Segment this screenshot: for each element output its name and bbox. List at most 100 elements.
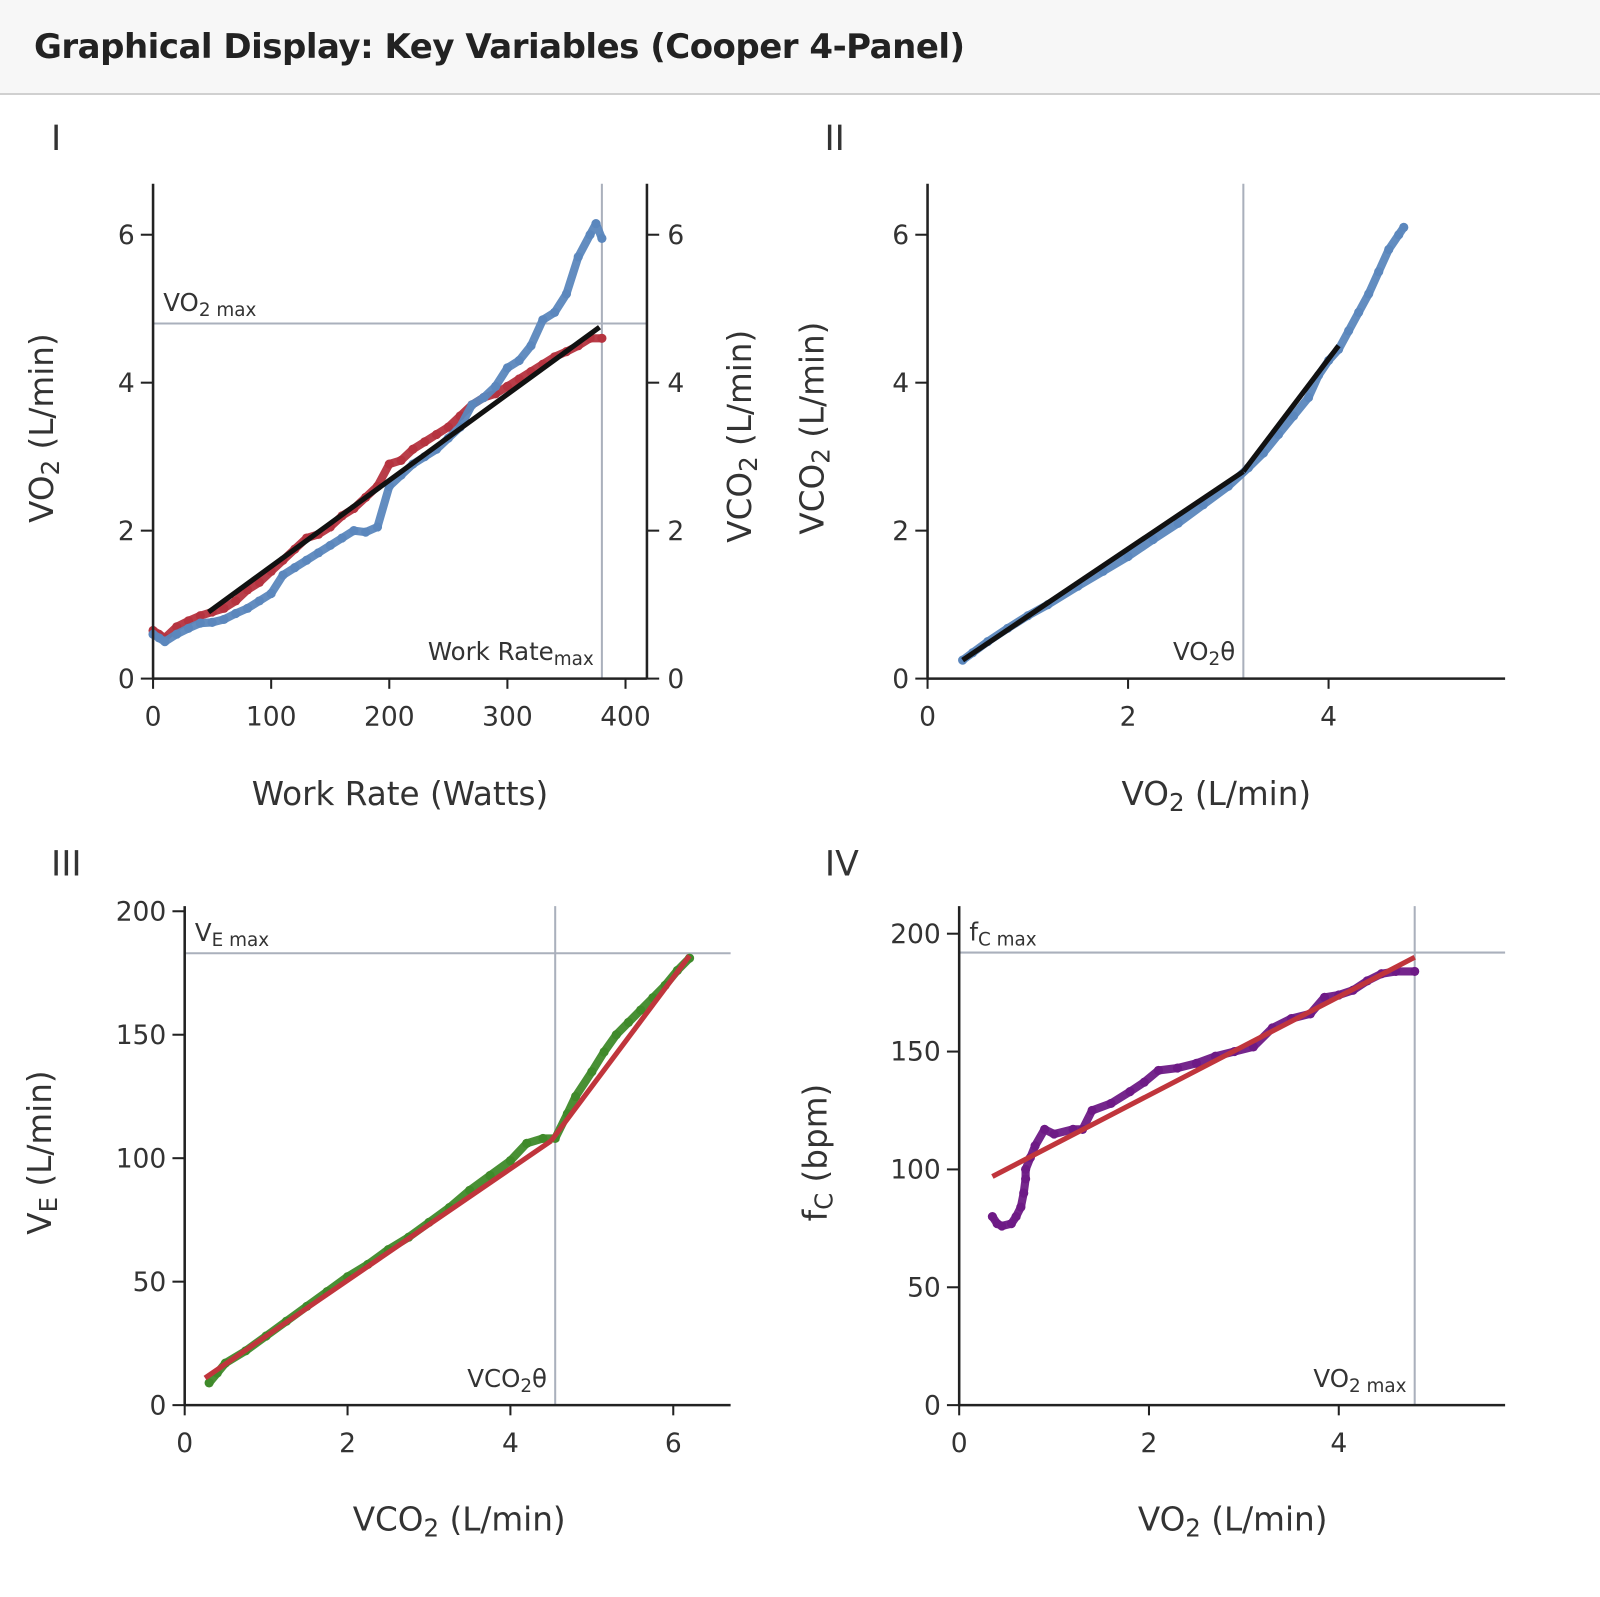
- reference-label: VE max: [195, 918, 269, 951]
- data-point: [204, 1378, 214, 1388]
- data-point: [408, 444, 418, 454]
- data-point: [1148, 534, 1158, 545]
- y-tick-label: 0: [149, 1390, 166, 1421]
- y-tick-label: 4: [118, 368, 135, 399]
- data-point: [505, 1156, 515, 1166]
- reference-label: VCO2θ: [467, 1364, 547, 1397]
- data-point: [231, 608, 241, 619]
- data-point: [1399, 222, 1409, 232]
- data-point: [485, 1170, 495, 1181]
- y-tick-label: 100: [116, 1143, 167, 1174]
- panel-label: IV: [825, 844, 859, 884]
- panel-label: III: [51, 844, 82, 884]
- y-tick-label: 6: [892, 220, 909, 251]
- panel-II: II VO2θ 0 2 4 0 2 4 6 VO2 (L/min) VCO2 (L/min): [793, 119, 1506, 817]
- data-point: [502, 381, 512, 391]
- data-point: [1049, 1129, 1059, 1139]
- y-tick-label: 200: [116, 896, 167, 927]
- x-axis-title: VO2 (L/min): [1122, 775, 1312, 817]
- data-point: [585, 230, 595, 240]
- data-point: [987, 1211, 997, 1222]
- data-point: [219, 603, 229, 613]
- data-point: [1106, 1098, 1116, 1109]
- data-point: [611, 1030, 621, 1040]
- data-point: [526, 341, 536, 351]
- data-point: [183, 623, 194, 633]
- x-tick-label: 0: [176, 1428, 193, 1459]
- data-point: [1191, 1058, 1202, 1068]
- data-point: [1384, 244, 1394, 255]
- data-point: [254, 596, 264, 606]
- series-line: [958, 223, 1408, 665]
- data-point: [1344, 326, 1354, 336]
- y-tick-label: 50: [133, 1267, 167, 1298]
- fit-line: [549, 954, 692, 1143]
- data-point: [254, 577, 264, 588]
- data-point: [1173, 518, 1183, 528]
- fit-line: [991, 955, 1416, 1179]
- fit-line: [1241, 344, 1341, 473]
- y-tick-label: 150: [890, 1037, 941, 1068]
- data-point: [195, 618, 205, 628]
- data-point: [1016, 1202, 1026, 1212]
- data-point: [1011, 1211, 1021, 1222]
- data-point: [1139, 1077, 1149, 1087]
- y2-tick-label: 4: [667, 368, 684, 399]
- y2-axis-title: VCO2 (L/min): [721, 330, 763, 543]
- data-point: [573, 252, 583, 262]
- y2-tick-label: 2: [667, 516, 684, 547]
- y-tick-label: 0: [924, 1390, 941, 1421]
- x-axis-title: Work Rate (Watts): [252, 775, 549, 813]
- y-tick-label: 2: [118, 516, 135, 547]
- fit-line: [203, 1138, 553, 1381]
- data-point: [396, 455, 406, 465]
- x-tick-label: 300: [482, 702, 533, 733]
- x-tick-label: 0: [145, 702, 162, 733]
- data-point: [172, 629, 182, 639]
- data-point: [349, 526, 359, 536]
- reference-label: fC max: [969, 917, 1036, 950]
- data-point: [207, 617, 217, 627]
- y-tick-label: 150: [116, 1020, 167, 1051]
- y-tick-label: 4: [892, 368, 909, 399]
- data-point: [1125, 1087, 1135, 1097]
- data-point: [570, 1091, 581, 1102]
- x-tick-label: 400: [600, 702, 651, 733]
- y-tick-label: 0: [892, 664, 909, 695]
- x-axis-title: VCO2 (L/min): [353, 1501, 566, 1543]
- x-tick-label: 0: [919, 702, 936, 733]
- y2-tick-label: 0: [667, 664, 684, 695]
- data-point: [1172, 1063, 1183, 1073]
- data-point: [361, 527, 371, 537]
- data-point: [597, 333, 607, 343]
- data-point: [502, 363, 512, 373]
- x-tick-label: 200: [364, 702, 415, 733]
- data-point: [997, 1221, 1007, 1231]
- data-point: [384, 459, 394, 469]
- data-point: [1354, 307, 1364, 317]
- x-tick-label: 6: [665, 1428, 682, 1459]
- data-point: [1410, 966, 1420, 977]
- reference-label: VO2 max: [163, 288, 256, 321]
- data-point: [1394, 230, 1404, 240]
- page-title: Graphical Display: Key Variables (Cooper…: [34, 26, 965, 67]
- x-tick-label: 4: [1320, 702, 1337, 733]
- data-point: [1123, 551, 1133, 562]
- data-point: [597, 233, 607, 244]
- data-point: [1021, 1164, 1031, 1175]
- data-point: [242, 603, 253, 613]
- y-axis-title: VE (L/min): [21, 1070, 63, 1234]
- data-point: [636, 1005, 646, 1015]
- series-line: [148, 219, 606, 646]
- panel-III: III VE max VCO2θ 0 2 4 6 0 50 100 150 200 VCO2 (L/mi…: [21, 844, 731, 1543]
- data-point: [514, 355, 524, 366]
- data-point: [1374, 267, 1384, 277]
- data-point: [290, 563, 300, 573]
- data-point: [538, 315, 548, 325]
- data-point: [587, 1067, 597, 1077]
- panel-I: I VO2 max Work Ratemax 0 100 200 300 400 0 2 4 6 0 2 4…: [23, 119, 763, 813]
- fit-line: [207, 325, 602, 615]
- panel-IV: IV fC max VO2 max 0 2 4 0 50 100 150 200 VO2 (L/min…: [797, 844, 1506, 1543]
- data-point: [231, 596, 241, 606]
